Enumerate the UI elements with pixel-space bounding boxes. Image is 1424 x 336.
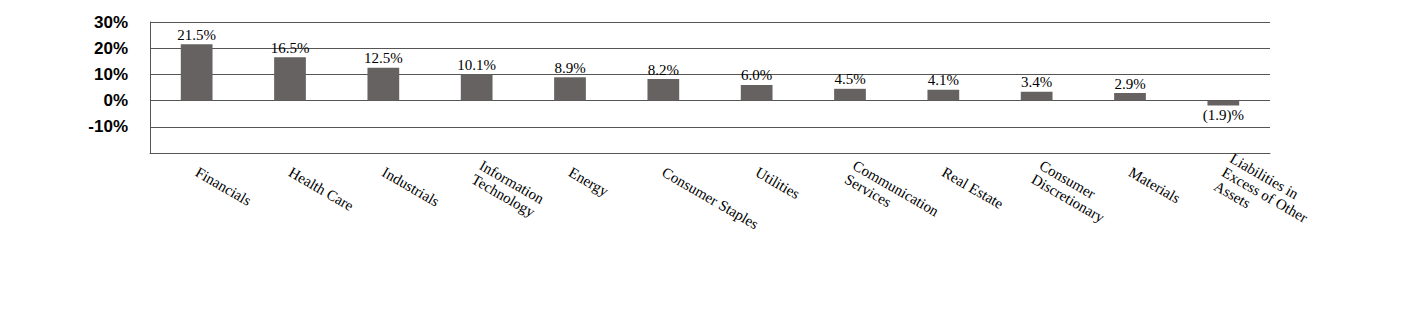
svg-text:20%: 20% xyxy=(94,39,128,58)
svg-text:Discretionary: Discretionary xyxy=(1029,171,1108,226)
svg-text:6.0%: 6.0% xyxy=(741,67,772,83)
svg-text:4.5%: 4.5% xyxy=(834,71,865,87)
svg-text:Real Estate: Real Estate xyxy=(939,164,1006,212)
svg-text:21.5%: 21.5% xyxy=(177,27,216,43)
svg-text:Assets: Assets xyxy=(1211,178,1253,212)
svg-text:Information: Information xyxy=(476,157,550,209)
svg-text:Materials: Materials xyxy=(1126,164,1183,206)
svg-text:-10%: -10% xyxy=(88,117,128,136)
svg-text:Liabilities in: Liabilities in xyxy=(1227,150,1305,204)
svg-text:Energy: Energy xyxy=(566,164,612,200)
svg-text:Communication: Communication xyxy=(850,157,945,222)
svg-text:Consumer: Consumer xyxy=(1036,157,1102,204)
svg-text:Industrials: Industrials xyxy=(379,164,442,210)
svg-text:(1.9)%: (1.9)% xyxy=(1203,107,1244,124)
svg-text:2.9%: 2.9% xyxy=(1114,76,1145,92)
svg-text:Excess of Other: Excess of Other xyxy=(1219,164,1314,228)
svg-text:Technology: Technology xyxy=(469,171,539,220)
svg-text:Utilities: Utilities xyxy=(753,164,803,202)
svg-text:16.5%: 16.5% xyxy=(271,40,310,56)
svg-text:8.2%: 8.2% xyxy=(648,62,679,78)
svg-text:3.4%: 3.4% xyxy=(1021,74,1052,90)
svg-text:Health Care: Health Care xyxy=(286,164,357,214)
svg-text:Consumer Staples: Consumer Staples xyxy=(659,164,761,232)
svg-text:4.1%: 4.1% xyxy=(928,72,959,88)
svg-text:30%: 30% xyxy=(94,13,128,32)
svg-text:0%: 0% xyxy=(103,91,128,110)
svg-text:12.5%: 12.5% xyxy=(364,50,403,66)
svg-text:8.9%: 8.9% xyxy=(554,60,585,76)
svg-text:Services: Services xyxy=(842,171,894,210)
svg-text:Financials: Financials xyxy=(193,164,254,209)
svg-text:10.1%: 10.1% xyxy=(457,57,496,73)
svg-text:10%: 10% xyxy=(94,65,128,84)
